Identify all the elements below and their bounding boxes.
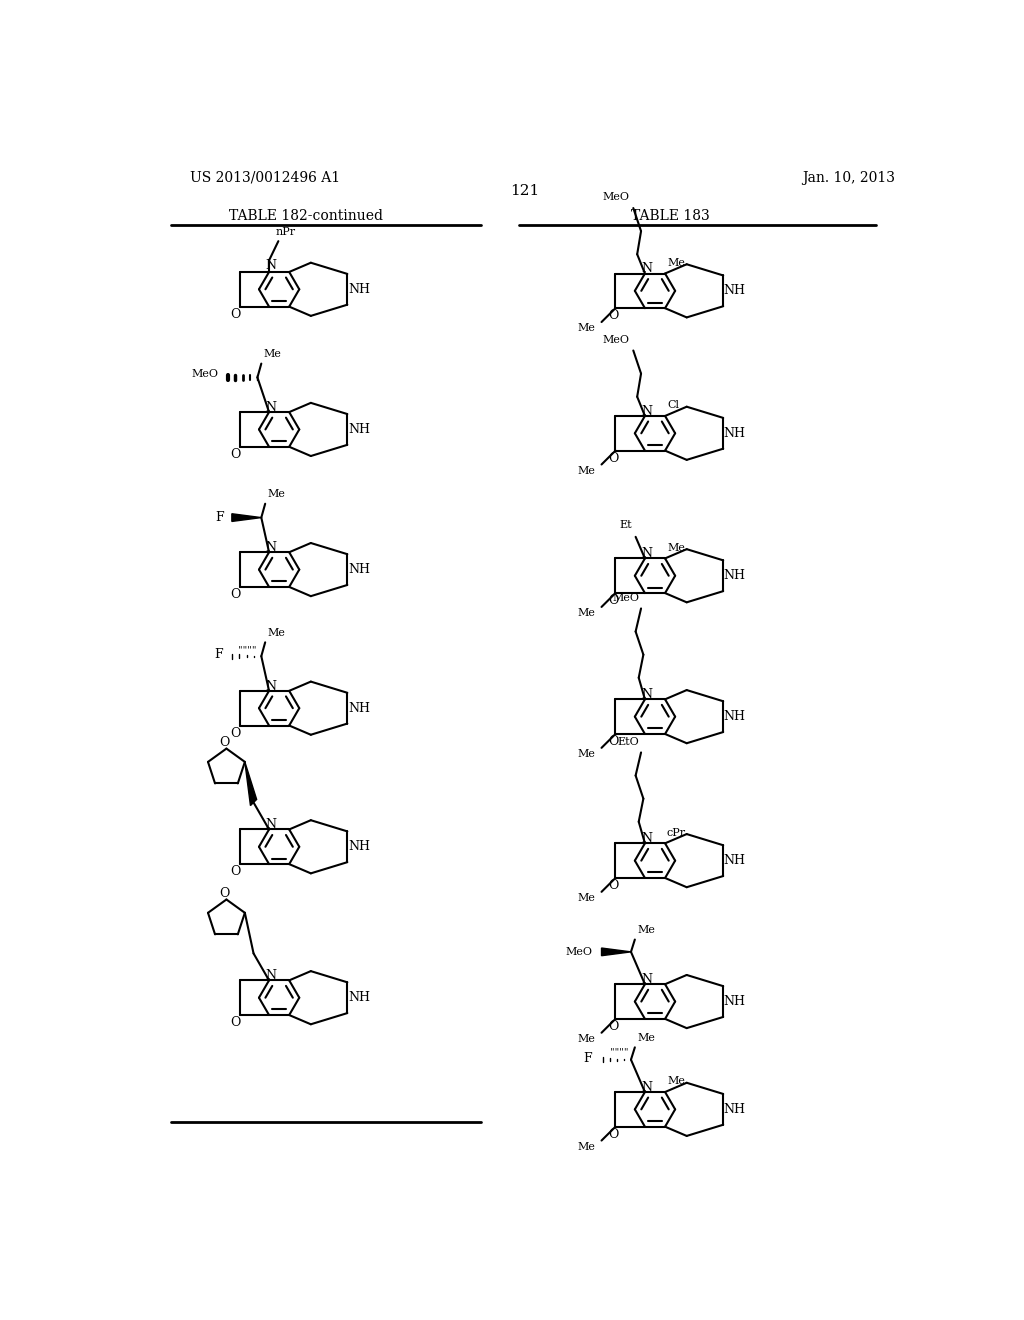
Text: Me: Me (267, 490, 286, 499)
Text: Et: Et (620, 520, 632, 531)
Text: Me: Me (578, 466, 595, 475)
Text: EtO: EtO (617, 737, 640, 747)
Text: Me: Me (267, 628, 286, 638)
Text: Me: Me (578, 609, 595, 618)
Text: O: O (220, 887, 230, 900)
Text: F: F (584, 1052, 592, 1065)
Text: O: O (230, 447, 241, 461)
Text: NH: NH (724, 426, 745, 440)
Text: NH: NH (724, 569, 745, 582)
Text: N: N (641, 1081, 652, 1094)
Text: MeO: MeO (602, 335, 630, 345)
Text: F: F (215, 511, 224, 524)
Text: O: O (230, 308, 241, 321)
Text: N: N (641, 973, 652, 986)
Text: NH: NH (724, 854, 745, 867)
Text: O: O (608, 594, 618, 607)
Text: Me: Me (578, 748, 595, 759)
Text: F: F (214, 648, 222, 661)
Text: Me: Me (668, 543, 685, 553)
Polygon shape (231, 513, 261, 521)
Text: O: O (230, 727, 241, 739)
Text: O: O (220, 737, 230, 748)
Text: Me: Me (637, 925, 655, 936)
Text: NH: NH (724, 284, 745, 297)
Text: NH: NH (724, 1102, 745, 1115)
Text: O: O (608, 879, 618, 892)
Text: O: O (608, 735, 618, 748)
Text: Cl: Cl (668, 400, 679, 411)
Text: Me: Me (637, 1034, 655, 1043)
Text: N: N (265, 401, 276, 414)
Text: """": """" (610, 1048, 629, 1056)
Text: nPr: nPr (275, 227, 295, 236)
Text: 121: 121 (510, 183, 540, 198)
Text: MeO: MeO (191, 368, 219, 379)
Text: N: N (265, 818, 276, 832)
Text: """": """" (239, 645, 257, 655)
Text: Me: Me (578, 894, 595, 903)
Text: N: N (265, 259, 276, 272)
Text: N: N (641, 405, 652, 418)
Text: NH: NH (348, 991, 370, 1005)
Text: NH: NH (348, 282, 370, 296)
Text: NH: NH (348, 841, 370, 853)
Text: O: O (608, 1127, 618, 1140)
Text: N: N (265, 680, 276, 693)
Text: N: N (265, 541, 276, 554)
Text: O: O (230, 1016, 241, 1030)
Text: N: N (265, 969, 276, 982)
Text: MeO: MeO (602, 193, 630, 202)
Text: O: O (608, 451, 618, 465)
Text: cPr: cPr (667, 828, 686, 837)
Text: Me: Me (668, 1076, 685, 1086)
Text: Me: Me (578, 323, 595, 333)
Text: MeO: MeO (612, 593, 640, 603)
Text: NH: NH (348, 702, 370, 714)
Text: O: O (230, 866, 241, 878)
Text: US 2013/0012496 A1: US 2013/0012496 A1 (190, 170, 340, 185)
Text: MeO: MeO (565, 946, 592, 957)
Text: Me: Me (578, 1034, 595, 1044)
Text: Me: Me (668, 257, 685, 268)
Polygon shape (245, 762, 257, 805)
Text: N: N (641, 832, 652, 845)
Text: N: N (641, 688, 652, 701)
Text: O: O (230, 589, 241, 601)
Text: NH: NH (724, 995, 745, 1008)
Text: NH: NH (348, 422, 370, 436)
Text: NH: NH (348, 564, 370, 576)
Text: O: O (608, 309, 618, 322)
Text: N: N (641, 548, 652, 560)
Text: TABLE 183: TABLE 183 (631, 209, 710, 223)
Text: Jan. 10, 2013: Jan. 10, 2013 (802, 170, 895, 185)
Text: N: N (641, 263, 652, 276)
Text: O: O (608, 1020, 618, 1034)
Text: TABLE 182-continued: TABLE 182-continued (229, 209, 383, 223)
Polygon shape (601, 948, 631, 956)
Text: NH: NH (724, 710, 745, 723)
Text: Me: Me (578, 1142, 595, 1152)
Text: Me: Me (263, 350, 282, 359)
